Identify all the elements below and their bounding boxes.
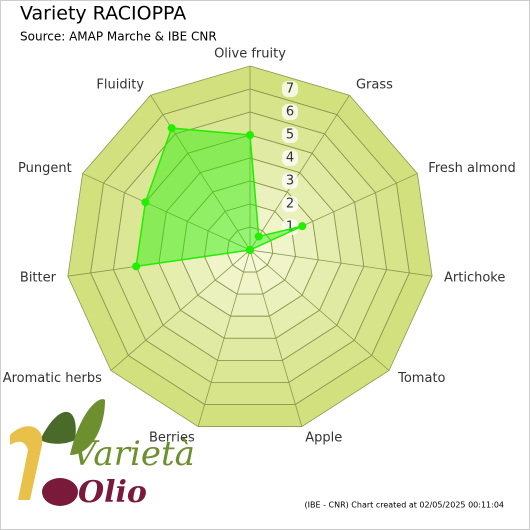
data-point: [246, 131, 254, 139]
r-tick-label: 3: [286, 174, 294, 189]
data-point: [246, 246, 254, 254]
tick-label-bg: [282, 219, 298, 235]
category-label: Apple: [305, 431, 342, 446]
series-area: [135, 127, 303, 268]
r-tick-label: 6: [286, 105, 294, 120]
tick-label-bg: [282, 127, 298, 143]
category-label: Bitter: [20, 270, 57, 285]
category-label: Pungent: [18, 161, 72, 176]
grid-ring: [90, 88, 410, 405]
data-point: [167, 124, 176, 133]
category-label: Grass: [356, 78, 393, 93]
chart-subtitle: Source: AMAP Marche & IBE CNR: [20, 30, 217, 44]
grid-ring: [112, 111, 388, 383]
spoke: [249, 249, 390, 371]
data-point: [132, 262, 141, 271]
r-tick-label: 5: [286, 128, 294, 143]
spoke: [197, 249, 251, 427]
data-point: [141, 198, 150, 207]
tick-label-bg: [282, 196, 298, 212]
grid-ring: [181, 180, 319, 317]
footer: (IBE - CNR) Chart created at 02/05/2025 …: [305, 501, 505, 510]
spoke: [82, 173, 251, 251]
r-tick-label: 2: [286, 197, 294, 212]
spoke: [110, 249, 251, 371]
tick-label-bg: [282, 150, 298, 166]
logo-word: Varietà: [72, 434, 195, 474]
category-label: Berries: [149, 431, 195, 446]
grid-ring: [158, 157, 342, 339]
tick-label-bg: [282, 81, 298, 97]
category-label: Aromatic herbs: [3, 371, 102, 386]
logo: Varietà Olio: [10, 399, 195, 510]
spoke: [249, 94, 350, 251]
grid-ring: [135, 134, 365, 361]
r-tick-label: 4: [286, 151, 294, 166]
logo-leaf: [70, 399, 105, 455]
plot: [132, 124, 307, 271]
data-point: [254, 232, 263, 241]
data-point: [298, 222, 307, 231]
category-label: Fresh almond: [428, 161, 515, 176]
spoke: [150, 94, 251, 251]
grid-ring: [226, 226, 274, 273]
tick-label-bg: [282, 173, 298, 189]
logo-olive: [42, 478, 78, 506]
category-label: Fluidity: [96, 78, 144, 93]
r-tick-label: 1: [286, 220, 294, 235]
spoke: [249, 249, 303, 427]
logo-leaf: [40, 411, 76, 444]
logo-word: Olio: [78, 475, 147, 510]
chart-title: Variety RACIOPPA: [20, 3, 186, 25]
category-label: Olive fruity: [214, 47, 286, 62]
r-tick-label: 7: [286, 82, 294, 97]
tick-label-bg: [282, 104, 298, 120]
category-label: Tomato: [397, 371, 445, 386]
category-label: Artichoke: [444, 270, 505, 285]
logo-one: [10, 426, 43, 500]
spoke: [249, 249, 433, 277]
